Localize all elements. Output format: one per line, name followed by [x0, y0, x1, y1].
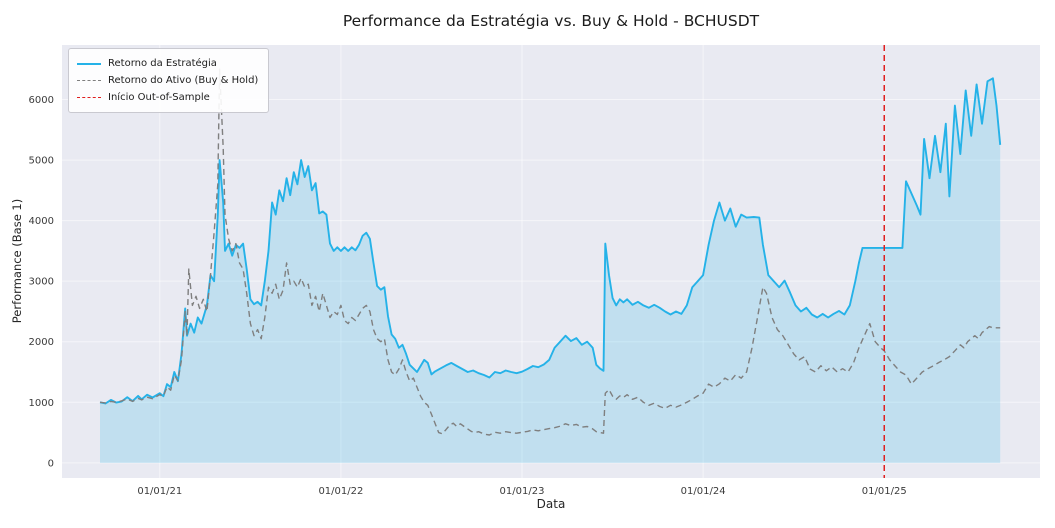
area-fill-strategy — [100, 78, 1001, 463]
x-tick-label: 01/01/22 — [318, 486, 363, 497]
x-tick-label: 01/01/25 — [862, 486, 907, 497]
line-buyhold — [99, 68, 1001, 436]
legend-item-strategy: Retorno da Estratégia — [77, 55, 258, 72]
y-tick-label: 3000 — [29, 277, 54, 288]
plot-area — [62, 45, 1040, 478]
legend-label-strategy: Retorno da Estratégia — [108, 58, 217, 69]
legend-item-buyhold: Retorno do Ativo (Buy & Hold) — [77, 72, 258, 89]
x-axis-label: Data — [536, 497, 566, 511]
x-tick-label: 01/01/23 — [500, 486, 545, 497]
legend-label-buyhold: Retorno do Ativo (Buy & Hold) — [108, 75, 259, 86]
y-tick-label: 1000 — [29, 398, 54, 409]
y-tick-label: 0 — [48, 458, 54, 469]
x-tick-label: 01/01/24 — [681, 486, 726, 497]
legend: Retorno da Estratégia Retorno do Ativo (… — [68, 48, 270, 113]
oos-line-swatch — [77, 97, 101, 98]
buyhold-line-swatch — [77, 80, 101, 81]
y-tick-label: 4000 — [29, 216, 54, 227]
legend-item-oos: Início Out-of-Sample — [77, 89, 258, 106]
y-tick-label: 5000 — [29, 156, 54, 167]
y-tick-label: 2000 — [29, 337, 54, 348]
legend-label-oos: Início Out-of-Sample — [108, 92, 210, 103]
chart-title: Performance da Estratégia vs. Buy & Hold… — [342, 12, 760, 30]
line-strategy — [99, 77, 1002, 405]
strategy-line-swatch — [77, 62, 101, 65]
y-axis-label: Performance (Base 1) — [10, 198, 24, 324]
y-tick-label: 6000 — [29, 95, 54, 106]
x-tick-label: 01/01/21 — [137, 486, 182, 497]
